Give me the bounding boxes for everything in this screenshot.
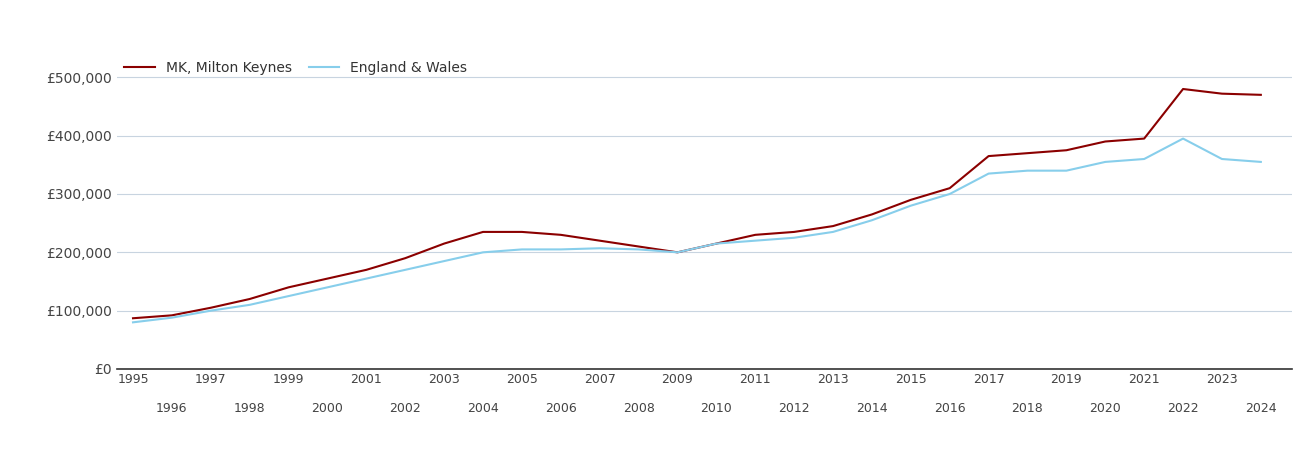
England & Wales [981,171,997,176]
England & Wales [320,285,335,290]
MK, Milton Keynes [241,296,257,302]
Text: 2002: 2002 [389,402,422,415]
Line: MK, Milton Keynes: MK, Milton Keynes [133,89,1261,318]
MK, Milton Keynes [320,276,335,281]
MK, Milton Keynes [398,256,414,261]
MK, Milton Keynes [1214,91,1229,96]
Text: 2020: 2020 [1090,402,1121,415]
MK, Milton Keynes [164,313,180,318]
MK, Milton Keynes [669,250,685,255]
MK, Milton Keynes [787,229,803,234]
MK, Milton Keynes [592,238,608,243]
England & Wales [748,238,763,243]
MK, Milton Keynes [1019,150,1035,156]
England & Wales [281,293,296,299]
England & Wales [241,302,257,307]
MK, Milton Keynes [942,185,958,191]
MK, Milton Keynes [204,305,219,310]
England & Wales [359,276,375,281]
England & Wales [436,258,452,264]
MK, Milton Keynes [748,232,763,238]
MK, Milton Keynes [359,267,375,273]
England & Wales [1137,156,1152,162]
Text: 2024: 2024 [1245,402,1276,415]
England & Wales [825,229,840,234]
England & Wales [1058,168,1074,173]
Text: 2018: 2018 [1011,402,1044,415]
England & Wales [942,191,958,197]
England & Wales [630,247,646,252]
Text: 1996: 1996 [157,402,188,415]
MK, Milton Keynes [903,197,919,202]
England & Wales [903,203,919,208]
Text: 2016: 2016 [934,402,966,415]
England & Wales [1253,159,1268,165]
MK, Milton Keynes [1098,139,1113,144]
Text: 2000: 2000 [312,402,343,415]
MK, Milton Keynes [864,212,880,217]
England & Wales [1019,168,1035,173]
MK, Milton Keynes [709,241,724,246]
MK, Milton Keynes [1137,136,1152,141]
England & Wales [1214,156,1229,162]
England & Wales [204,308,219,313]
England & Wales [592,246,608,251]
Text: 1998: 1998 [234,402,265,415]
England & Wales [669,250,685,255]
England & Wales [125,320,141,325]
England & Wales [514,247,530,252]
England & Wales [475,250,491,255]
Legend: MK, Milton Keynes, England & Wales: MK, Milton Keynes, England & Wales [124,61,467,75]
MK, Milton Keynes [630,244,646,249]
England & Wales [1176,136,1191,141]
England & Wales [864,217,880,223]
Text: 2004: 2004 [467,402,499,415]
Text: 2014: 2014 [856,402,887,415]
Text: 2012: 2012 [778,402,810,415]
England & Wales [1098,159,1113,165]
MK, Milton Keynes [281,285,296,290]
England & Wales [398,267,414,273]
MK, Milton Keynes [825,223,840,229]
MK, Milton Keynes [436,241,452,246]
MK, Milton Keynes [475,229,491,234]
MK, Milton Keynes [1058,148,1074,153]
Text: 2006: 2006 [545,402,577,415]
MK, Milton Keynes [514,229,530,234]
MK, Milton Keynes [1176,86,1191,92]
MK, Milton Keynes [981,153,997,159]
England & Wales [709,241,724,246]
Line: England & Wales: England & Wales [133,139,1261,322]
England & Wales [787,235,803,240]
Text: 2022: 2022 [1167,402,1199,415]
England & Wales [553,247,569,252]
Text: 2010: 2010 [701,402,732,415]
MK, Milton Keynes [1253,92,1268,98]
MK, Milton Keynes [553,232,569,238]
England & Wales [164,315,180,320]
Text: 2008: 2008 [622,402,655,415]
MK, Milton Keynes [125,315,141,321]
